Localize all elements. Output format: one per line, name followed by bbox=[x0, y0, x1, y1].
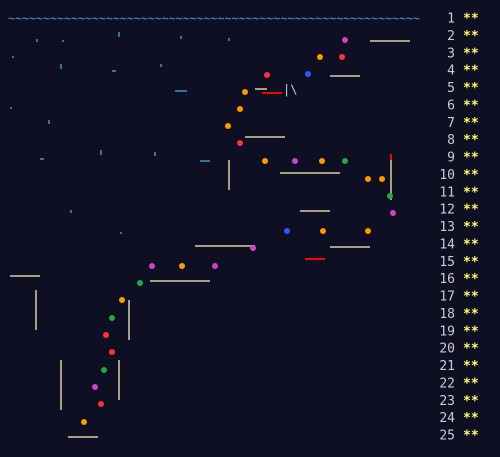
day-link[interactable]: 13 ** bbox=[439, 220, 478, 235]
day-link[interactable]: 24 ** bbox=[439, 411, 478, 426]
day-link[interactable]: 21 ** bbox=[439, 359, 478, 374]
day-link[interactable]: 3 ** bbox=[447, 46, 479, 61]
day-stars: ** bbox=[463, 46, 479, 61]
day-link[interactable]: 14 ** bbox=[439, 237, 478, 252]
day-number: 14 bbox=[439, 237, 455, 252]
day-link[interactable]: 7 ** bbox=[447, 116, 479, 131]
day-number: 23 bbox=[439, 394, 455, 409]
day-link[interactable]: 18 ** bbox=[439, 307, 478, 322]
day-link[interactable]: 10 ** bbox=[439, 168, 478, 183]
day-stars: ** bbox=[463, 255, 479, 270]
day-number: 18 bbox=[439, 307, 455, 322]
day-link[interactable]: 5 ** bbox=[447, 81, 479, 96]
day-stars: ** bbox=[463, 168, 479, 183]
day-stars: ** bbox=[463, 185, 479, 200]
day-number: 10 bbox=[439, 168, 455, 183]
day-stars: ** bbox=[463, 376, 479, 391]
day-link[interactable]: 1 ** bbox=[447, 12, 479, 27]
day-number: 13 bbox=[439, 220, 455, 235]
day-number: 4 bbox=[447, 64, 455, 79]
day-stars: ** bbox=[463, 203, 479, 218]
day-stars: ** bbox=[463, 394, 479, 409]
day-stars: ** bbox=[463, 342, 479, 357]
day-number: 3 bbox=[447, 46, 455, 61]
day-number: 11 bbox=[439, 185, 455, 200]
day-number: 16 bbox=[439, 272, 455, 287]
day-number: 19 bbox=[439, 324, 455, 339]
day-link[interactable]: 23 ** bbox=[439, 394, 478, 409]
day-number: 7 bbox=[447, 116, 455, 131]
day-stars: ** bbox=[463, 359, 479, 374]
day-number: 15 bbox=[439, 255, 455, 270]
day-link[interactable]: 4 ** bbox=[447, 64, 479, 79]
day-list: 1 **2 **3 **4 **5 **6 **7 **8 **9 **10 **11 **12 **1… bbox=[439, 12, 478, 444]
day-link[interactable]: 15 ** bbox=[439, 255, 478, 270]
day-link[interactable]: 16 ** bbox=[439, 272, 478, 287]
day-link[interactable]: 8 ** bbox=[447, 133, 479, 148]
day-stars: ** bbox=[463, 81, 479, 96]
day-link[interactable]: 9 ** bbox=[447, 151, 479, 166]
day-stars: ** bbox=[463, 29, 479, 44]
day-number: 6 bbox=[447, 98, 455, 113]
day-number: 21 bbox=[439, 359, 455, 374]
day-stars: ** bbox=[463, 98, 479, 113]
day-link[interactable]: 17 ** bbox=[439, 290, 478, 305]
day-link[interactable]: 6 ** bbox=[447, 98, 479, 113]
day-stars: ** bbox=[463, 12, 479, 27]
day-stars: ** bbox=[463, 411, 479, 426]
day-number: 24 bbox=[439, 411, 455, 426]
day-number: 8 bbox=[447, 133, 455, 148]
day-stars: ** bbox=[463, 237, 479, 252]
day-link[interactable]: 12 ** bbox=[439, 203, 478, 218]
day-stars: ** bbox=[463, 307, 479, 322]
day-stars: ** bbox=[463, 133, 479, 148]
day-number: 20 bbox=[439, 342, 455, 357]
day-number: 5 bbox=[447, 81, 455, 96]
day-link[interactable]: 2 ** bbox=[447, 29, 479, 44]
day-number: 2 bbox=[447, 29, 455, 44]
day-number: 12 bbox=[439, 203, 455, 218]
day-number: 9 bbox=[447, 151, 455, 166]
day-stars: ** bbox=[463, 151, 479, 166]
day-number: 1 bbox=[447, 12, 455, 27]
day-stars: ** bbox=[463, 64, 479, 79]
day-stars: ** bbox=[463, 290, 479, 305]
day-stars: ** bbox=[463, 324, 479, 339]
day-stars: ** bbox=[463, 429, 479, 444]
day-link[interactable]: 25 ** bbox=[439, 429, 478, 444]
day-number: 22 bbox=[439, 376, 455, 391]
day-link[interactable]: 20 ** bbox=[439, 342, 478, 357]
day-link[interactable]: 11 ** bbox=[439, 185, 478, 200]
ascii-art: |\ bbox=[10, 32, 410, 438]
waves: ~~~~~~~~~~~~~~~~~~~~~~~~~~~~~~~~~~~~~~~~… bbox=[8, 12, 420, 26]
day-link[interactable]: 22 ** bbox=[439, 376, 478, 391]
day-number: 25 bbox=[439, 429, 455, 444]
day-stars: ** bbox=[463, 116, 479, 131]
day-stars: ** bbox=[463, 272, 479, 287]
day-stars: ** bbox=[463, 220, 479, 235]
svg-text:|\: |\ bbox=[283, 83, 297, 97]
day-link[interactable]: 19 ** bbox=[439, 324, 478, 339]
day-number: 17 bbox=[439, 290, 455, 305]
